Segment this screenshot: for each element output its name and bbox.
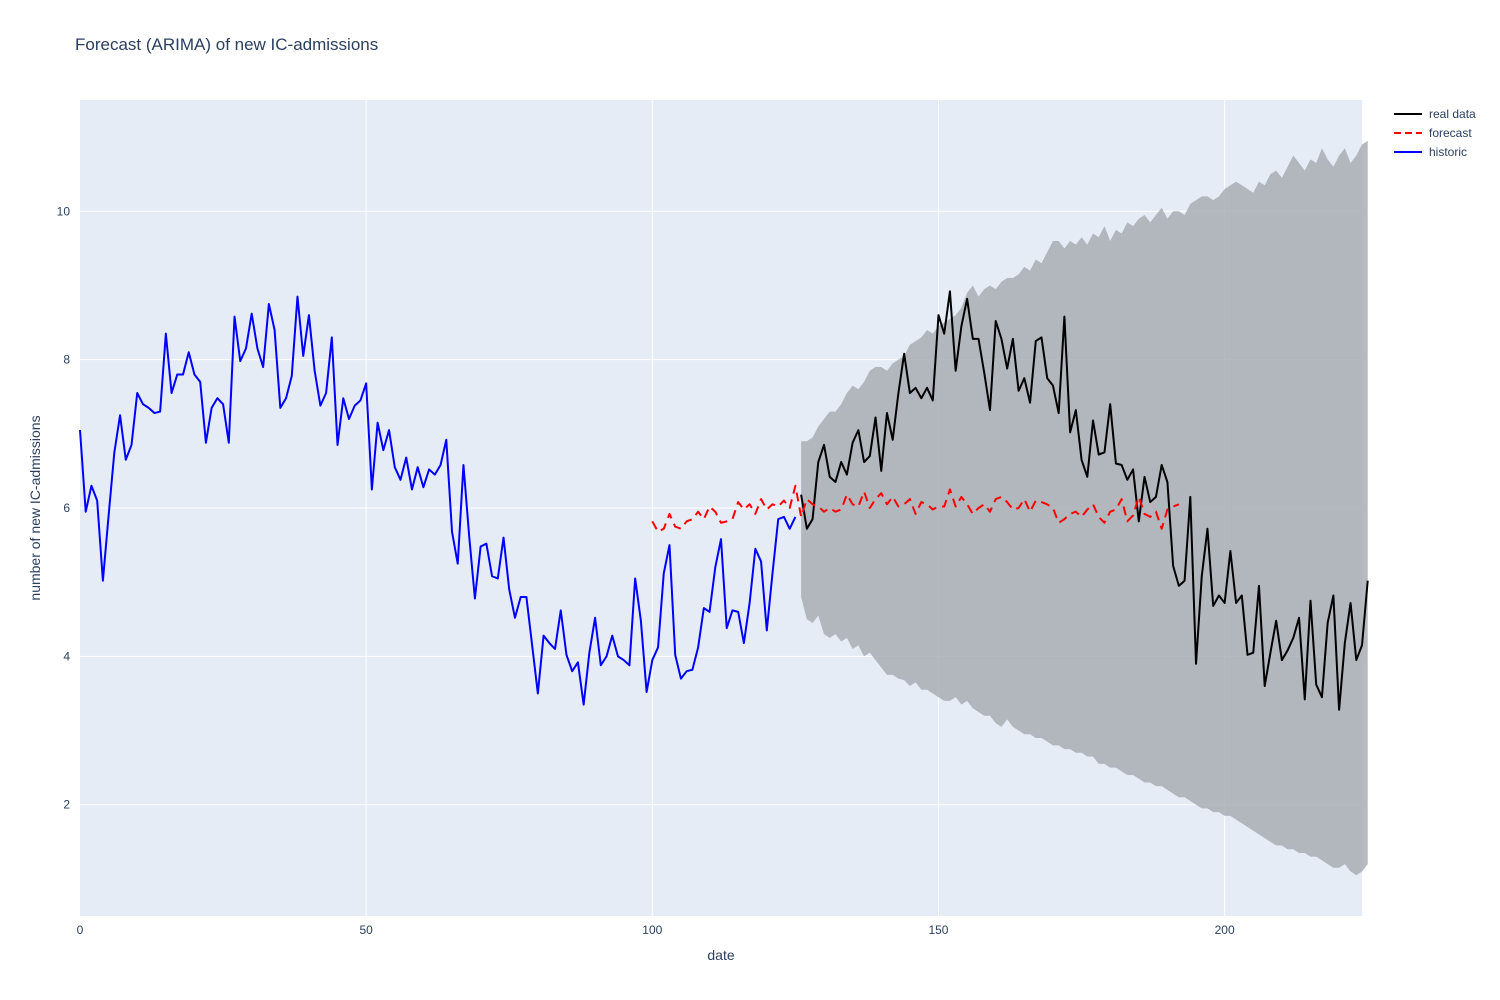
series-historic[interactable] [79,295,797,706]
y-tick-label: 6 [63,501,70,515]
y-tick-label: 10 [57,204,71,218]
confidence-band-area [801,140,1368,876]
y-axis-ticks: 2 4 6 8 10 [57,204,71,811]
x-tick-label: 100 [642,923,662,937]
x-axis-title: date [707,947,734,963]
x-axis-ticks: 0 50 100 150 200 [77,923,1235,937]
series-forecast[interactable] [651,484,1180,533]
legend-label: historic [1429,145,1467,159]
x-tick-label: 0 [77,923,84,937]
legend-item-forecast[interactable]: forecast [1394,126,1472,140]
y-tick-label: 4 [63,649,70,663]
legend-item-real-data[interactable]: real data [1394,107,1476,121]
x-tick-label: 150 [928,923,948,937]
y-tick-label: 8 [63,353,70,367]
legend[interactable]: real data forecast historic [1394,107,1476,159]
confidence-band [801,140,1368,876]
x-tick-label: 50 [359,923,373,937]
y-axis-title: number of new IC-admissions [27,415,43,600]
chart-title: Forecast (ARIMA) of new IC-admissions [75,35,378,54]
legend-label: real data [1429,107,1476,121]
x-tick-label: 200 [1215,923,1235,937]
legend-item-historic[interactable]: historic [1394,145,1467,159]
y-tick-label: 2 [63,798,70,812]
legend-label: forecast [1429,126,1472,140]
series-lines [79,290,1369,711]
series-real-data[interactable] [800,290,1369,711]
